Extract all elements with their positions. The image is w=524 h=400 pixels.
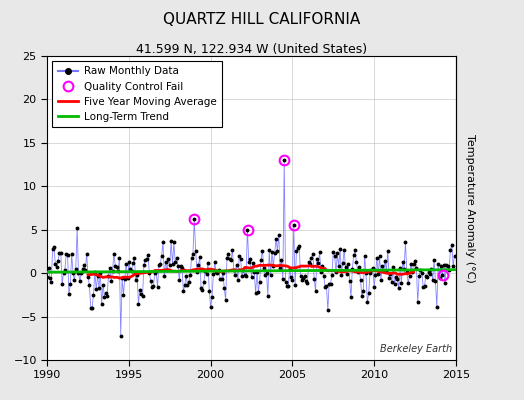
Text: Berkeley Earth: Berkeley Earth [380,344,452,354]
Legend: Raw Monthly Data, Quality Control Fail, Five Year Moving Average, Long-Term Tren: Raw Monthly Data, Quality Control Fail, … [52,61,222,127]
Y-axis label: Temperature Anomaly (°C): Temperature Anomaly (°C) [465,134,475,282]
Title: 41.599 N, 122.934 W (United States): 41.599 N, 122.934 W (United States) [136,43,367,56]
Text: QUARTZ HILL CALIFORNIA: QUARTZ HILL CALIFORNIA [163,12,361,27]
